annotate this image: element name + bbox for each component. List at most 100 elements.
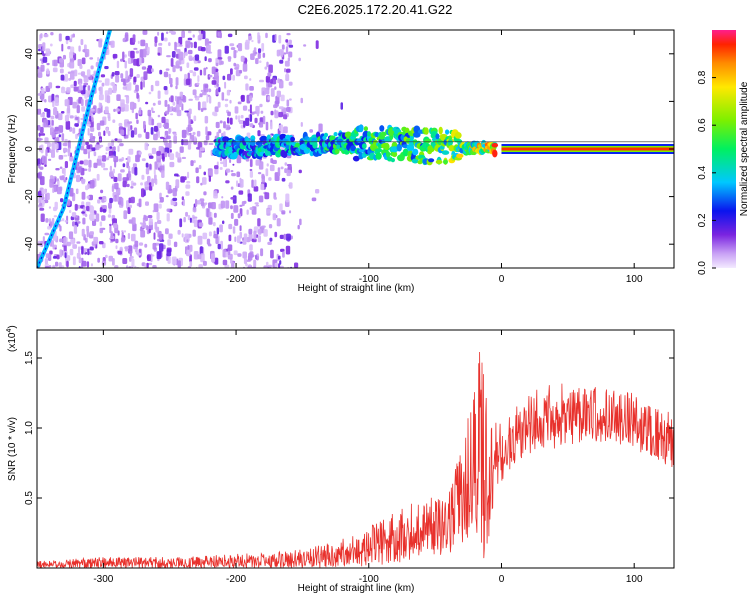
noise-speck (165, 68, 170, 71)
noise-speck (133, 47, 138, 50)
noise-speck (49, 267, 51, 268)
noise-speck (101, 82, 105, 87)
noise-speck (78, 257, 82, 264)
noise-speck (315, 189, 320, 194)
noise-speck (216, 131, 220, 138)
noise-speck (174, 41, 177, 51)
noise-speck (169, 149, 172, 153)
noise-speck (105, 146, 110, 152)
noise-speck (63, 167, 66, 177)
band-blob (390, 146, 399, 153)
noise-speck (123, 230, 127, 233)
noise-speck (259, 121, 264, 128)
noise-speck (179, 218, 183, 228)
noise-speck (97, 155, 103, 160)
noise-speck (165, 228, 169, 235)
noise-speck (187, 214, 191, 221)
noise-speck (98, 39, 103, 48)
noise-speck (190, 42, 193, 48)
noise-speck (58, 125, 64, 133)
noise-speck (187, 30, 192, 34)
noise-speck (179, 66, 183, 72)
noise-speck (181, 156, 186, 159)
noise-speck (155, 80, 160, 87)
noise-speck (109, 197, 113, 204)
noise-speck (285, 39, 289, 43)
noise-speck (268, 64, 273, 73)
noise-speck (284, 162, 288, 166)
noise-speck (220, 200, 225, 209)
noise-speck (286, 99, 290, 107)
noise-speck (117, 138, 123, 143)
noise-speck (229, 117, 233, 125)
noise-speck (69, 51, 73, 59)
noise-speck (52, 100, 55, 108)
noise-speck (148, 155, 154, 159)
noise-speck (37, 108, 42, 115)
noise-speck (172, 188, 177, 197)
noise-speck (77, 72, 82, 75)
noise-speck (48, 158, 52, 161)
noise-speck (60, 74, 65, 81)
noise-speck (44, 99, 47, 103)
noise-speck (230, 197, 236, 200)
noise-speck (59, 249, 63, 258)
noise-speck (225, 251, 229, 258)
noise-speck (70, 238, 75, 245)
noise-speck (155, 226, 160, 233)
noise-speck (72, 101, 77, 109)
band-blob (396, 143, 402, 152)
noise-speck (237, 101, 242, 105)
noise-speck (218, 129, 222, 134)
noise-speck (194, 252, 199, 257)
band-blob (391, 151, 398, 158)
noise-speck (137, 133, 142, 138)
noise-speck (211, 253, 216, 263)
noise-speck (49, 148, 52, 153)
noise-speck (198, 30, 202, 33)
noise-speck (203, 67, 207, 76)
noise-speck (214, 257, 219, 265)
noise-speck (64, 73, 68, 82)
noise-speck (150, 84, 154, 92)
noise-speck (91, 108, 95, 112)
noise-speck (277, 78, 280, 84)
band-blob (281, 150, 288, 158)
noise-speck (103, 199, 107, 202)
noise-speck (288, 44, 294, 48)
noise-speck (197, 254, 202, 260)
noise-speck (51, 149, 55, 158)
noise-speck (83, 82, 89, 86)
noise-speck (196, 82, 200, 86)
noise-speck (208, 175, 211, 182)
noise-speck (136, 92, 139, 99)
noise-speck (78, 45, 81, 52)
noise-speck (243, 257, 247, 265)
noise-speck (258, 195, 264, 203)
noise-speck (281, 177, 286, 182)
noise-speck (144, 142, 149, 151)
noise-speck (83, 206, 86, 210)
noise-speck (183, 139, 189, 146)
noise-speck (98, 80, 102, 83)
noise-speck (116, 94, 121, 101)
noise-speck (147, 175, 151, 185)
noise-speck (142, 48, 147, 58)
noise-speck (104, 78, 110, 86)
colorbar-tick-label: 0.8 (697, 70, 708, 84)
noise-speck (202, 101, 207, 110)
noise-speck (270, 79, 273, 84)
noise-speck (298, 169, 302, 174)
noise-speck (131, 233, 136, 242)
noise-speck (153, 125, 158, 132)
noise-speck (56, 178, 60, 182)
noise-speck (180, 176, 185, 183)
noise-speck (206, 238, 211, 245)
noise-speck (107, 142, 112, 147)
noise-speck (124, 119, 129, 126)
noise-speck (45, 218, 49, 223)
noise-speck (40, 94, 44, 102)
band-blob (358, 124, 364, 133)
noise-speck (147, 46, 150, 55)
noise-speck (277, 167, 281, 177)
